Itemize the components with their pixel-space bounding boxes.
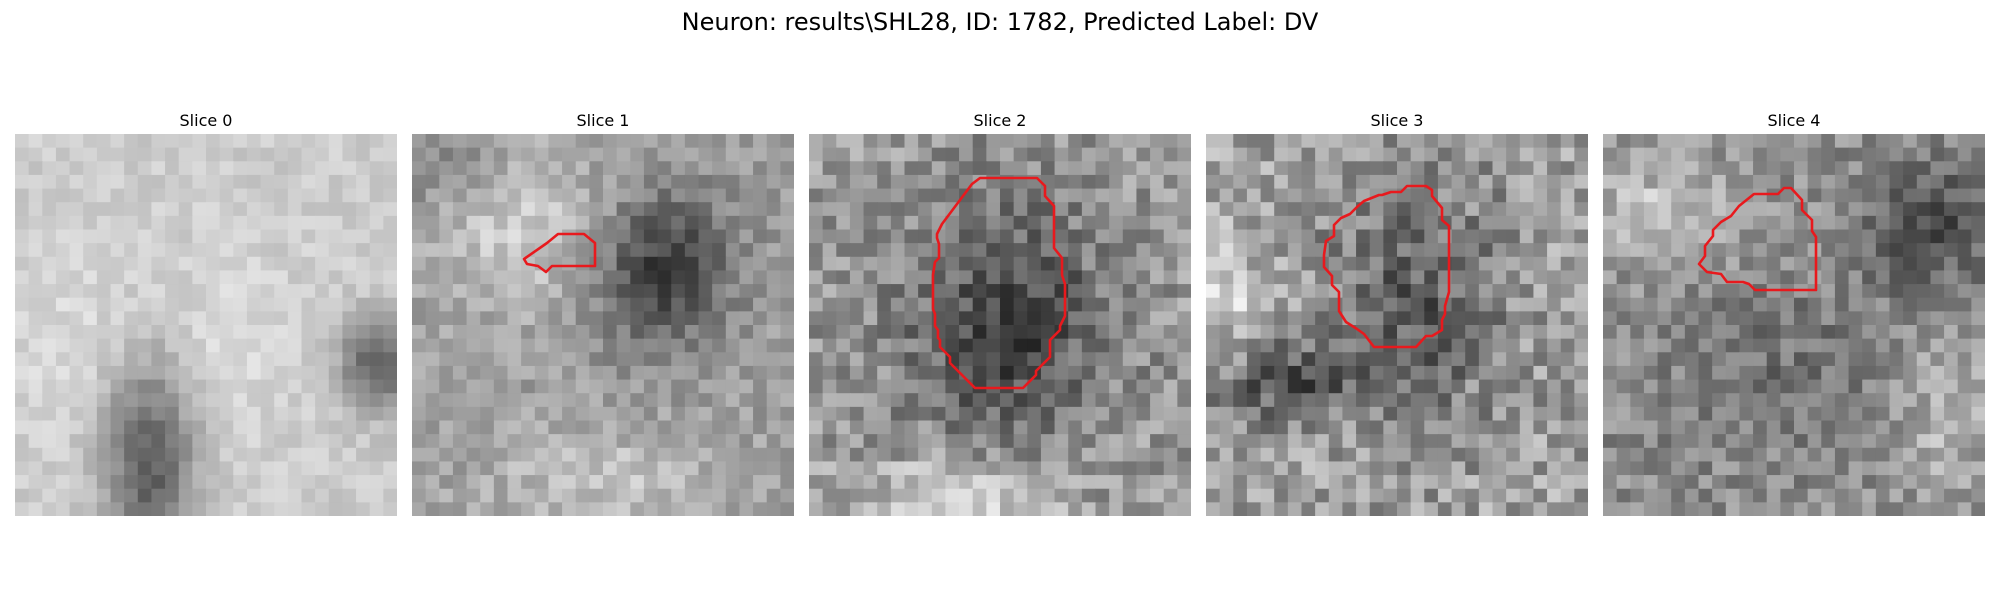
figure-title: Neuron: results\SHL28, ID: 1782, Predict… bbox=[681, 8, 1319, 36]
pixel-grid bbox=[15, 134, 397, 516]
slice-heatmap bbox=[1206, 134, 1588, 516]
slice-title: Slice 1 bbox=[576, 111, 630, 130]
slice-image bbox=[809, 134, 1191, 516]
pixel-grid bbox=[412, 134, 794, 516]
slice-image bbox=[1206, 134, 1588, 516]
slice-image bbox=[1603, 134, 1985, 516]
slice-heatmap bbox=[1603, 134, 1985, 516]
roi-contour bbox=[522, 232, 597, 274]
slice-heatmap bbox=[412, 134, 794, 516]
slice-heatmap bbox=[15, 134, 397, 516]
slice-image bbox=[15, 134, 397, 516]
pixel-grid bbox=[809, 134, 1191, 516]
slice-title: Slice 4 bbox=[1767, 111, 1821, 130]
slice-title: Slice 0 bbox=[179, 111, 233, 130]
pixel-grid bbox=[1206, 134, 1588, 516]
roi-contour bbox=[1697, 186, 1818, 292]
slice-image bbox=[412, 134, 794, 516]
pixel-grid bbox=[1603, 134, 1985, 516]
roi-contour bbox=[1322, 184, 1451, 349]
slice-heatmap bbox=[809, 134, 1191, 516]
roi-contour bbox=[931, 176, 1067, 390]
slice-title: Slice 3 bbox=[1370, 111, 1424, 130]
slice-title: Slice 2 bbox=[973, 111, 1027, 130]
